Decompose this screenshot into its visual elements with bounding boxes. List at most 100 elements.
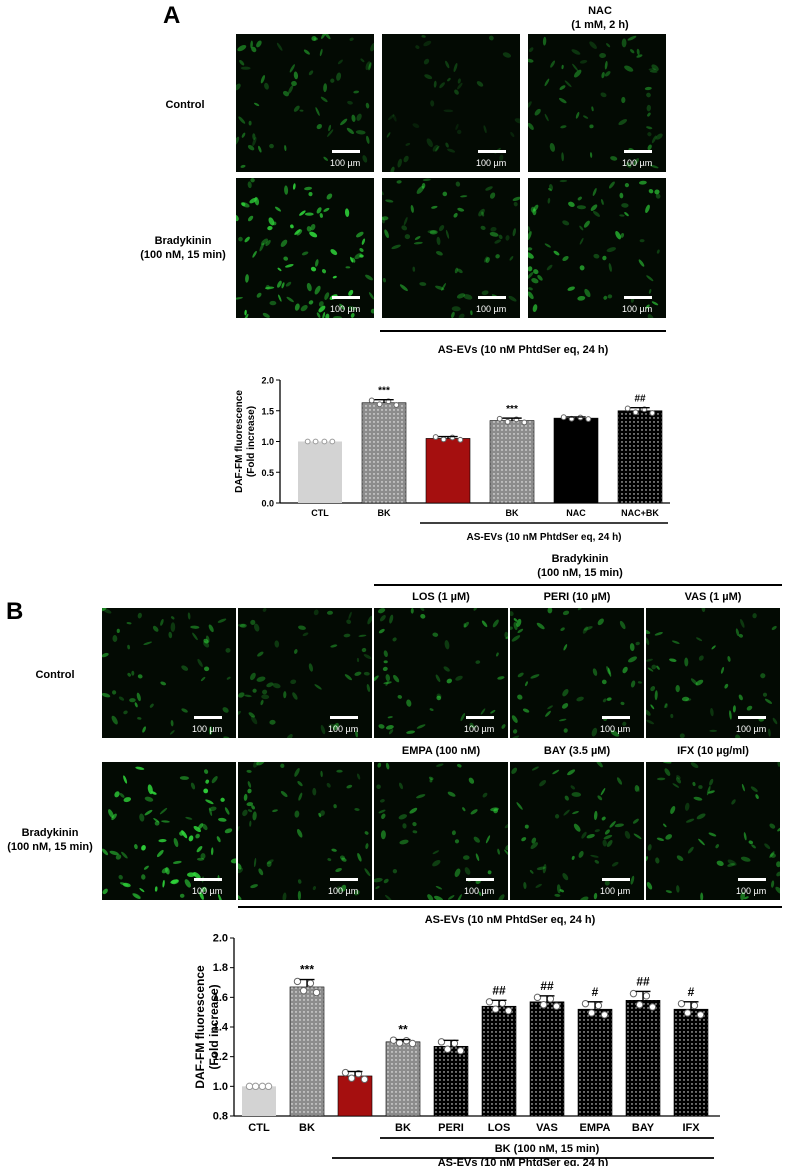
micrograph-a-nac-bk: 100 µm — [528, 178, 666, 318]
micrograph-b-vas: 100 µm — [646, 608, 780, 738]
scale-bar-label: 100 µm — [328, 724, 359, 734]
significance-label: *** — [300, 963, 314, 977]
nac-column-header: NAC (1 mM, 2 h) — [571, 5, 629, 31]
data-point — [485, 998, 494, 1006]
x-tick-label: BAY — [632, 1122, 655, 1134]
y-tick-label: 1.0 — [261, 437, 274, 447]
micrograph-a-nac: 100 µm — [528, 34, 666, 172]
data-point — [587, 1009, 596, 1017]
scale-bar — [738, 878, 766, 881]
micrograph-b-bay: 100 µm — [510, 762, 644, 900]
col-label-vas: VAS (1 µM) — [684, 591, 742, 603]
y-tick-label: 2.0 — [261, 376, 274, 386]
scale-bar — [332, 150, 360, 153]
data-point — [293, 977, 302, 986]
y-tick-label: 1.8 — [213, 962, 228, 974]
bar-CTL — [298, 441, 342, 503]
significance-label: ## — [492, 983, 506, 997]
data-point — [264, 1082, 273, 1091]
scale-bar — [332, 296, 360, 299]
scale-bar — [466, 878, 494, 881]
data-point — [642, 992, 651, 1000]
significance-label: *** — [378, 386, 390, 397]
x-tick-label: BK — [506, 508, 519, 518]
scale-bar — [330, 878, 358, 881]
y-tick-label: 0.5 — [261, 468, 274, 478]
bar-EMPA — [577, 1008, 613, 1117]
data-point — [299, 986, 308, 995]
col-label-ifx: IFX (10 µg/ml) — [677, 745, 749, 757]
x-tick-label: BK — [378, 508, 391, 518]
significance-label: # — [688, 985, 695, 999]
data-point — [341, 1068, 350, 1077]
data-point — [546, 995, 555, 1003]
scale-bar — [624, 296, 652, 299]
data-point — [408, 1039, 417, 1048]
y-axis-label: (Fold increase) — [246, 406, 257, 477]
data-point — [456, 1047, 465, 1055]
data-point — [312, 988, 321, 997]
data-point — [624, 405, 631, 412]
scale-bar-label: 100 µm — [476, 158, 507, 168]
micrograph-b-evs-bk: 100 µm — [238, 762, 372, 900]
y-axis-label: DAF-FM fluorescence — [234, 390, 245, 493]
micrograph-b-bk: 100 µm — [102, 762, 236, 900]
data-point — [504, 1006, 513, 1015]
data-point — [504, 418, 511, 425]
scale-bar — [330, 716, 358, 719]
data-point — [258, 1082, 267, 1091]
micrograph-b-ctl: 100 µm — [102, 608, 236, 738]
data-point — [329, 438, 336, 445]
data-point — [437, 1038, 446, 1046]
as-evs-bar-a — [380, 330, 666, 332]
scale-bar-label: 100 µm — [736, 724, 767, 734]
bradykinin-header-b: Bradykinin (100 nM, 15 min) — [537, 553, 623, 579]
significance-label: ** — [398, 1023, 408, 1037]
micrograph-b-empa: 100 µm — [374, 762, 508, 900]
bar-chart-a: 0.0 0.5 1.0 1.5 2.0 DAF-FM fluorescence (Fold … — [234, 376, 670, 543]
scale-bar — [194, 716, 222, 719]
data-point — [498, 999, 507, 1007]
significance-label: ## — [634, 394, 646, 405]
micrograph-a-evs-bk: 100 µm — [382, 178, 520, 318]
micrograph-b-ifx: 100 µm — [646, 762, 780, 900]
significance-label: # — [592, 985, 599, 999]
data-point — [312, 438, 319, 445]
bar-BAY — [625, 1000, 661, 1117]
data-point — [594, 1001, 603, 1010]
data-point — [552, 1002, 561, 1010]
col-label-empa: EMPA (100 nM) — [401, 745, 481, 757]
scale-bar-label: 100 µm — [736, 886, 767, 896]
bar-CTL — [242, 1086, 276, 1116]
data-point — [491, 1005, 500, 1013]
data-point — [533, 993, 542, 1002]
scale-bar-label: 100 µm — [192, 886, 223, 896]
micrograph-a-evs: 100 µm — [382, 34, 520, 172]
scale-bar — [194, 878, 222, 881]
scale-bar-label: 100 µm — [192, 724, 223, 734]
y-tick-label: 2.0 — [213, 933, 228, 945]
data-point — [449, 434, 456, 441]
row-label-control-b: Control — [35, 669, 75, 681]
scale-bar-label: 100 µm — [600, 886, 631, 896]
data-point — [683, 1009, 692, 1017]
x-tick-label: NAC — [566, 508, 586, 518]
data-point — [690, 1001, 699, 1010]
scale-bar-label: 100 µm — [600, 724, 631, 734]
y-tick-label: 1.0 — [213, 1081, 228, 1093]
micrograph-b-peri: 100 µm — [510, 608, 644, 738]
bar-BK — [489, 420, 535, 504]
y-tick-label: 1.4 — [213, 1022, 229, 1034]
bar-PERI — [433, 1045, 469, 1117]
data-point — [360, 1075, 369, 1083]
x-tick-label: LOS — [488, 1122, 511, 1134]
row-label-bradykinin-b: Bradykinin (100 nM, 15 min) — [7, 827, 93, 853]
data-point — [539, 1001, 548, 1009]
data-point — [521, 419, 528, 426]
panel-a-letter: A — [163, 2, 181, 29]
bar-LOS — [481, 1005, 517, 1117]
scale-bar — [466, 716, 494, 719]
col-label-peri: PERI (10 µM) — [543, 591, 611, 603]
bar-chart-b: 0.8 1.0 1.2 1.4 1.6 1.8 2.0 DAF-FM fluorescence… — [193, 933, 720, 1166]
y-tick-label: 0.8 — [213, 1111, 228, 1123]
